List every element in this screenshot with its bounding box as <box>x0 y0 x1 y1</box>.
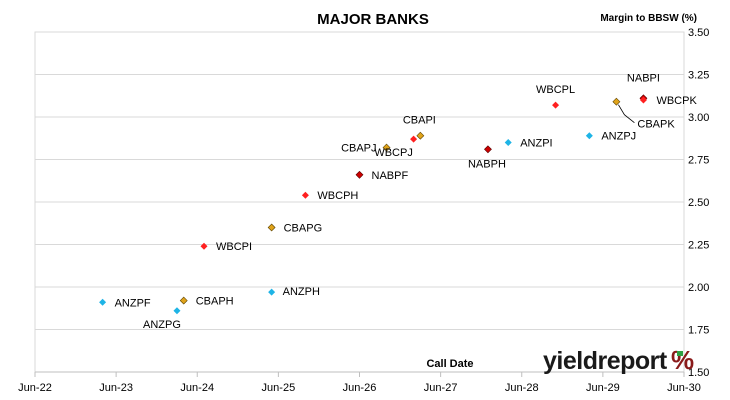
point-cbapj <box>382 143 391 152</box>
point-anzpi <box>504 139 512 146</box>
point-label-cbapj: CBAPJ <box>341 143 376 155</box>
logo-green-bar <box>677 351 683 356</box>
point-cbapg <box>267 223 276 232</box>
y-tick-label: 1.50 <box>688 367 709 379</box>
point-nabpf <box>355 170 364 179</box>
chart-title: MAJOR BANKS <box>317 11 429 28</box>
leader-line-cbapk <box>618 104 635 124</box>
y-tick-label: 3.25 <box>688 70 709 82</box>
x-tick-label: Jun-23 <box>99 382 133 394</box>
point-cbapi <box>416 131 425 140</box>
y-tick-label: 2.25 <box>688 240 709 252</box>
x-tick-label: Jun-22 <box>18 382 52 394</box>
logo-percent-icon: % <box>671 345 694 375</box>
point-label-anzpf: ANZPF <box>115 297 151 309</box>
point-label-nabpf: NABPF <box>372 170 409 182</box>
point-label-anzpg: ANZPG <box>143 319 181 331</box>
y-axis-label: Margin to BBSW (%) <box>600 13 697 24</box>
yieldreport-logo: yieldreport % <box>543 345 694 375</box>
point-anzpf <box>99 298 107 306</box>
y-tick-label: 2.50 <box>688 197 709 209</box>
point-wbcpj <box>410 135 418 143</box>
point-cbaph <box>179 296 188 305</box>
x-tick-label: Jun-25 <box>262 382 296 394</box>
leader-lines <box>618 104 635 124</box>
x-axis-ticks: Jun-22 Jun-23 Jun-24 Jun-25 Jun-26 Jun-27 Jun-… <box>18 372 701 394</box>
x-tick-label: Jun-29 <box>586 382 620 394</box>
x-tick-label: Jun-28 <box>505 382 539 394</box>
y-tick-label: 1.75 <box>688 325 709 337</box>
point-label-nabph: NABPH <box>468 158 506 170</box>
y-tick-label: 3.50 <box>688 27 709 39</box>
point-wbcpk <box>639 96 647 104</box>
point-label-cbaph: CBAPH <box>196 296 234 308</box>
x-tick-label: Jun-27 <box>424 382 458 394</box>
point-wbcpi <box>200 242 208 250</box>
point-label-anzpi: ANZPI <box>520 138 552 150</box>
x-axis-label: Call Date <box>426 358 473 370</box>
point-label-wbcph: WBCPH <box>317 190 358 202</box>
logo-text: yieldreport <box>543 347 668 375</box>
point-label-anzph: ANZPH <box>283 286 320 298</box>
point-anzpj <box>585 132 593 140</box>
point-label-anzpj: ANZPJ <box>601 131 636 143</box>
y-tick-label: 2.00 <box>688 282 709 294</box>
data-points <box>99 94 648 315</box>
point-label-wbcpk: WBCPK <box>656 95 697 107</box>
point-anzph <box>268 288 276 296</box>
y-axis-ticks: 1.50 1.75 2.00 2.25 2.50 2.75 3.00 3.25 3.50 <box>688 27 709 379</box>
point-label-cbapg: CBAPG <box>284 223 323 235</box>
point-label-nabpi: NABPI <box>627 72 660 84</box>
point-wbcpl <box>552 101 560 109</box>
point-cbapk <box>612 97 621 106</box>
point-label-wbcpi: WBCPI <box>216 241 252 253</box>
x-tick-label: Jun-24 <box>180 382 214 394</box>
x-tick-label: Jun-30 <box>667 382 701 394</box>
point-label-wbcpj: WBCPJ <box>374 147 413 159</box>
x-tick-label: Jun-26 <box>343 382 377 394</box>
point-label-cbapi: CBAPI <box>403 115 436 127</box>
point-wbcph <box>301 191 309 199</box>
point-nabph <box>484 145 492 154</box>
point-label-wbcpl: WBCPL <box>536 84 575 96</box>
y-tick-label: 2.75 <box>688 155 709 167</box>
y-tick-label: 3.00 <box>688 112 709 124</box>
point-label-cbapk: CBAPK <box>637 119 675 131</box>
point-anzpg <box>173 307 181 315</box>
point-labels: ANZPF ANZPG CBAPH WBCPI ANZPH CBAPG WBCPH NABPF… <box>115 72 698 331</box>
gridlines <box>35 74 684 330</box>
